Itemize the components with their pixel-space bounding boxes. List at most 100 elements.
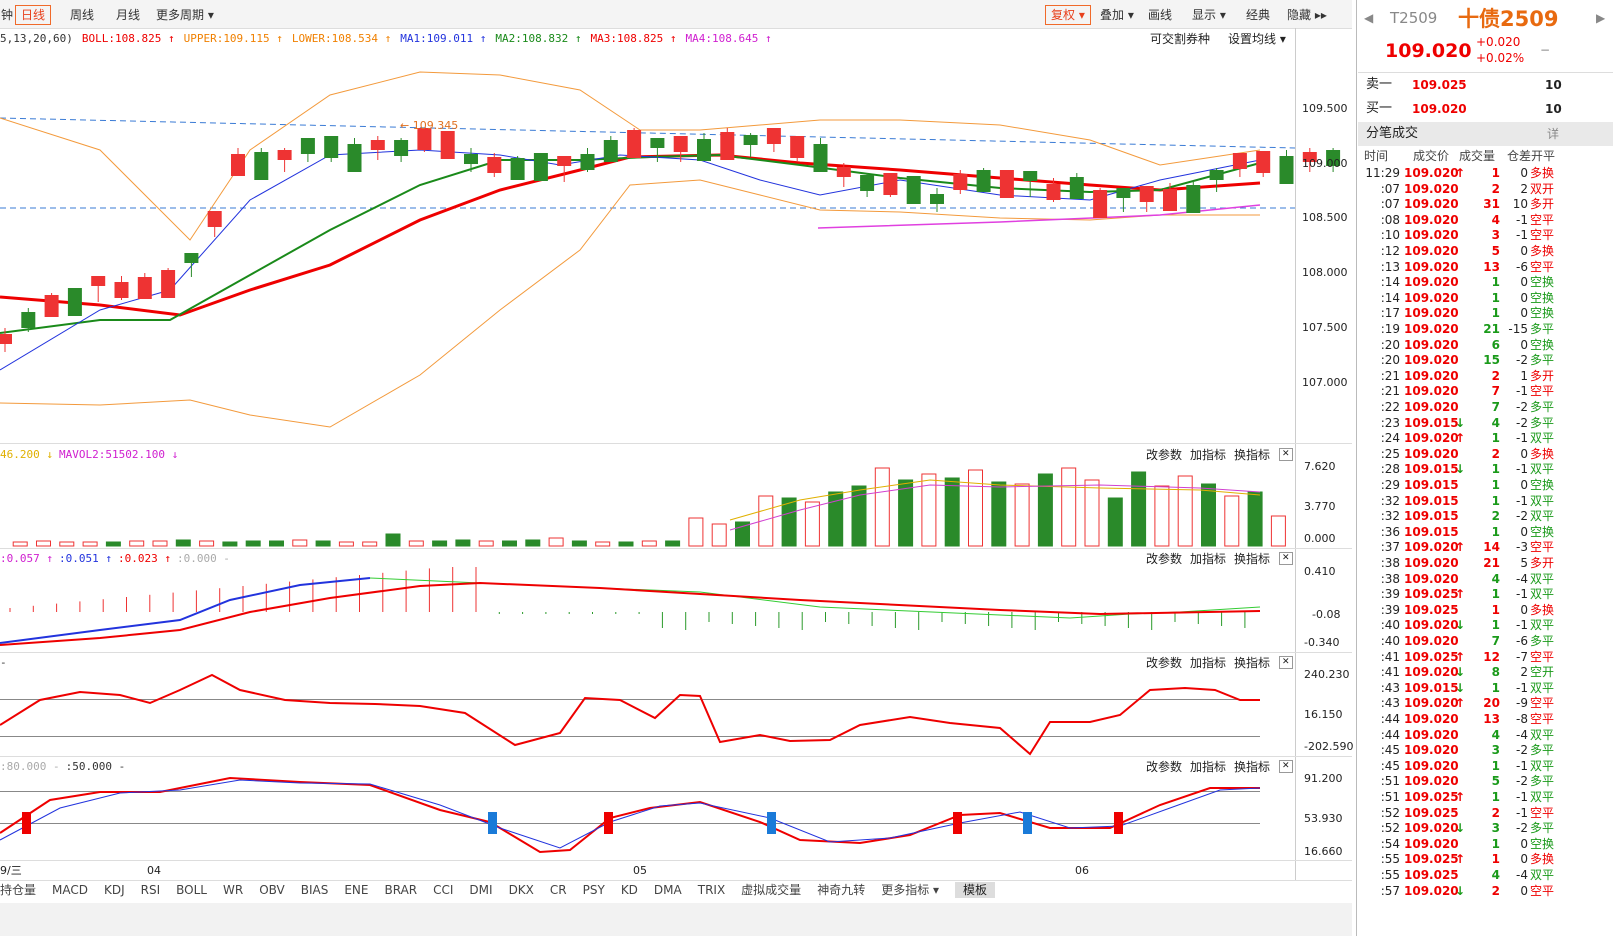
indicator-tab[interactable]: TRIX <box>697 883 726 897</box>
panel-button[interactable]: 改参数 <box>1146 656 1183 670</box>
trade-type: 多开 <box>1530 368 1555 383</box>
indicator-tab[interactable]: DMI <box>469 883 493 897</box>
period-tab[interactable]: 钟 <box>1 8 14 22</box>
indicator-tab[interactable]: RSI <box>140 883 161 897</box>
mavol1-line <box>729 479 1261 521</box>
trade-diff: -2 <box>1516 774 1528 789</box>
indicator-tab[interactable]: WR <box>223 883 244 897</box>
link[interactable]: 可交割券种 <box>1150 32 1211 46</box>
indicator-tab[interactable]: 持仓量 <box>0 883 37 897</box>
trade-diff: -1 <box>1516 805 1528 820</box>
panel-button[interactable]: 加指标 <box>1190 760 1227 774</box>
trade-diff: 2 <box>1520 665 1528 680</box>
trade-price: 109.020 <box>1404 322 1459 336</box>
trade-time: :43 <box>1380 680 1400 695</box>
trade-type: 空平 <box>1530 883 1555 898</box>
panel-button[interactable]: 加指标 <box>1190 552 1227 566</box>
trade-arrow: ↓ <box>1455 462 1466 477</box>
close-panel[interactable]: ✕ <box>1279 448 1293 461</box>
trades-header: 成交价 <box>1413 149 1450 163</box>
panel-button[interactable]: 改参数 <box>1146 552 1183 566</box>
close-panel[interactable]: ✕ <box>1279 760 1293 773</box>
indicator-tab[interactable]: ENE <box>344 883 369 897</box>
detail-button[interactable]: 详 <box>1547 127 1560 141</box>
volume-bar <box>59 541 75 547</box>
candle-body <box>557 156 572 166</box>
panel-button[interactable]: 加指标 <box>1190 656 1227 670</box>
tool-button[interactable]: 画线 <box>1148 8 1173 22</box>
indicator-tab[interactable]: PSY <box>582 883 605 897</box>
indicator-tab[interactable]: CR <box>549 883 567 897</box>
period-tab[interactable]: 月线 <box>116 8 141 22</box>
indicator-tab[interactable]: 模板 <box>955 882 996 898</box>
tool-button[interactable]: 复权 ▾ <box>1045 5 1091 25</box>
candle-body <box>510 158 525 180</box>
trade-diff: -1 <box>1516 680 1528 695</box>
close-panel[interactable]: ✕ <box>1279 656 1293 669</box>
nav-button[interactable]: ◀ <box>1364 11 1374 25</box>
panel-button[interactable]: 改参数 <box>1146 448 1183 462</box>
volume-bars <box>12 467 1286 547</box>
trade-diff: -1 <box>1516 790 1528 804</box>
nav-button[interactable]: ▶ <box>1596 11 1606 25</box>
trade-volume: 3 <box>1491 228 1500 243</box>
trade-type: 双平 <box>1530 758 1555 773</box>
panel-button[interactable]: 加指标 <box>1190 448 1227 462</box>
indicator-tab[interactable]: CCI <box>433 883 454 897</box>
trade-volume: 1 <box>1491 493 1500 508</box>
panel-button[interactable]: 换指标 <box>1234 760 1271 774</box>
panel-button[interactable]: 换指标 <box>1234 552 1271 566</box>
trade-type: 多平 <box>1530 743 1555 758</box>
trade-volume: 4 <box>1491 571 1500 586</box>
panel-button[interactable]: 改参数 <box>1146 760 1183 774</box>
indicator-tab[interactable]: BRAR <box>384 883 418 897</box>
link[interactable]: 设置均线 ▾ <box>1228 32 1286 46</box>
price-label: 108.000 <box>1302 266 1348 280</box>
tool-button[interactable]: 经典 <box>1246 8 1271 22</box>
indicator-tab[interactable]: DKX <box>508 883 534 897</box>
period-tab[interactable]: 更多周期 ▾ <box>156 8 214 22</box>
nav-button[interactable]: − <box>1540 43 1551 57</box>
indicator-tab[interactable]: DMA <box>653 883 682 897</box>
indicator-tab[interactable]: BIAS <box>300 883 329 897</box>
indicator-tab[interactable]: 神奇九转 <box>817 883 866 897</box>
indicator-tab[interactable]: 更多指标 ▾ <box>881 883 940 897</box>
candle-body <box>0 334 12 344</box>
panel-button[interactable]: 换指标 <box>1234 656 1271 670</box>
trade-type: 空换 <box>1530 836 1555 851</box>
indicator-tab[interactable]: MACD <box>52 883 88 897</box>
indicator-tab[interactable]: KDJ <box>104 883 125 897</box>
trade-volume: 3 <box>1491 821 1500 836</box>
trade-arrow: ↑ <box>1455 852 1466 867</box>
trade-volume: 1 <box>1491 462 1500 477</box>
candle-body <box>300 138 315 154</box>
trade-volume: 15 <box>1483 353 1500 368</box>
tool-button[interactable]: 叠加 ▾ <box>1100 8 1134 22</box>
trade-diff: 0 <box>1520 306 1528 321</box>
tool-button[interactable]: 显示 ▾ <box>1192 8 1226 22</box>
close-panel[interactable]: ✕ <box>1279 552 1293 565</box>
legend-item: BOLL:108.825 ↑ <box>81 32 175 45</box>
candle-body <box>1209 170 1224 180</box>
legend-item: MA3:108.825 ↑ <box>590 32 677 45</box>
trade-time: :41 <box>1380 649 1400 664</box>
volume-bar <box>898 479 914 547</box>
volume-bar <box>1061 467 1077 547</box>
indicator-tab[interactable]: BOLL <box>176 883 207 897</box>
trade-arrow: ↑ <box>1455 540 1466 555</box>
volume-bar <box>874 467 890 547</box>
trade-price: 109.020 <box>1404 774 1459 789</box>
volume-bar <box>315 540 331 547</box>
trade-type: 空换 <box>1530 290 1555 305</box>
trade-volume: 14 <box>1483 540 1500 555</box>
indicator-tab[interactable]: 虚拟成交量 <box>741 883 802 897</box>
period-tab[interactable]: 周线 <box>70 8 95 22</box>
tool-button[interactable]: 隐藏 ▸▸ <box>1287 8 1327 22</box>
trade-diff: 5 <box>1520 556 1528 570</box>
price-label: 109.000 <box>1302 156 1348 170</box>
panel-button[interactable]: 换指标 <box>1234 448 1271 462</box>
indicator-tab[interactable]: OBV <box>259 883 285 897</box>
period-tab[interactable]: 日线 <box>15 5 52 25</box>
indicator-tab[interactable]: KD <box>620 883 638 897</box>
